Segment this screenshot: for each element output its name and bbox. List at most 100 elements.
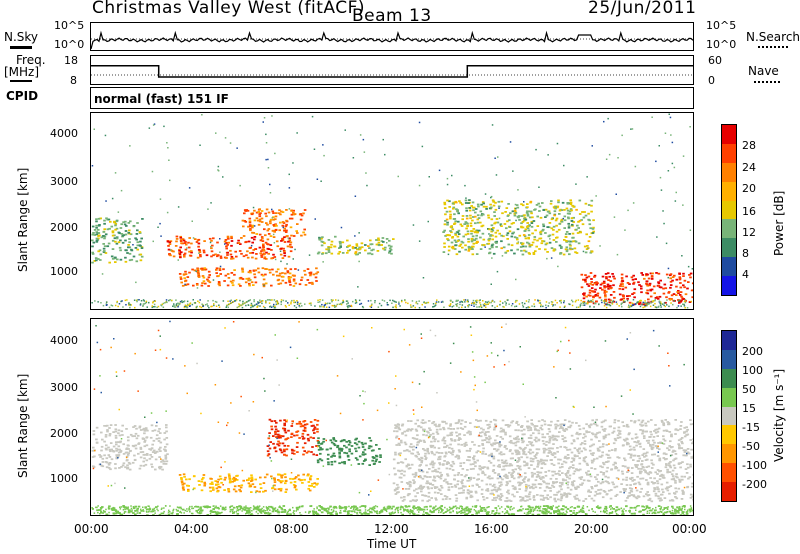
- velocity-colorbar-swatch-0: [722, 331, 736, 350]
- power-colorbar-swatch-2: [722, 162, 736, 182]
- freq-series: [91, 65, 693, 78]
- velocity-colorbar-label: Velocity [m s⁻¹]: [772, 368, 786, 462]
- power-echo-region-noise: [91, 113, 694, 289]
- freq-unit-label: [MHz]: [4, 65, 40, 79]
- velocity-echo-region-1: [266, 418, 320, 457]
- date-label: 25/Jun/2011: [588, 0, 697, 18]
- xaxis-label: Time UT: [367, 537, 417, 551]
- velocity-colorbar-swatch-1: [722, 349, 736, 369]
- power-colorbar-swatch-7: [722, 257, 736, 277]
- power-colorbar-swatch-1: [722, 143, 736, 163]
- power-ytick-1000: 1000: [50, 265, 78, 278]
- velocity-ytick-2000: 2000: [50, 427, 78, 440]
- nsky-series: [90, 30, 694, 50]
- power-colorbar-label: Power [dB]: [772, 190, 786, 256]
- xtick-0000-start: 00:00: [74, 522, 109, 536]
- cpid-panel: normal (fast) 151 IF: [90, 87, 694, 109]
- power-ytick-3000: 3000: [50, 175, 78, 188]
- cpid-text: normal (fast) 151 IF: [94, 92, 229, 106]
- power-colorbar-swatch-5: [722, 219, 736, 239]
- velocity-echo-region-5: [392, 418, 696, 503]
- freq-label: Freq.: [16, 53, 46, 67]
- nsky-legend-line: [10, 46, 32, 49]
- nsearch-legend-line: [758, 46, 788, 48]
- velocity-ytick-3000: 3000: [50, 381, 78, 394]
- power-cbar-tick-16: 16: [742, 205, 756, 218]
- xtick-0800: 08:00: [274, 522, 309, 536]
- velocity-colorbar-swatch-8: [722, 482, 736, 502]
- power-cbar-tick-28: 28: [742, 139, 756, 152]
- power-ylabel: Slant Range [km]: [16, 167, 30, 272]
- noise-panel: [90, 22, 694, 51]
- nsky-label: N.Sky: [4, 30, 39, 44]
- velocity-colorbar-swatch-3: [722, 387, 736, 407]
- xtick-0400: 04:00: [174, 522, 209, 536]
- power-ytick-4000: 4000: [50, 127, 78, 140]
- velocity-echo-region-2: [316, 437, 382, 466]
- freq-plot: [91, 65, 693, 78]
- vel-cbar-tick-m200: -200: [742, 478, 767, 491]
- freq-tick-bottom: 8: [70, 74, 77, 87]
- vel-cbar-tick-100: 100: [742, 364, 763, 377]
- freq-legend-line: [10, 80, 32, 82]
- power-colorbar-swatch-0: [722, 125, 736, 144]
- power-heatmap: [91, 113, 696, 309]
- vel-cbar-tick-15: 15: [742, 402, 756, 415]
- power-echo-region-4: [316, 235, 395, 256]
- vel-cbar-tick-m50: -50: [742, 440, 760, 453]
- xtick-1200: 12:00: [374, 522, 409, 536]
- noise-left-tick-top: 10^5: [54, 19, 85, 32]
- power-cbar-tick-20: 20: [742, 182, 756, 195]
- vel-cbar-tick-200: 200: [742, 345, 763, 358]
- beam-label: Beam 13: [352, 6, 432, 26]
- velocity-colorbar-swatch-6: [722, 444, 736, 464]
- power-cbar-tick-8: 8: [742, 247, 749, 260]
- velocity-colorbar: [721, 330, 737, 502]
- power-echo-region-5: [442, 199, 595, 256]
- power-ytick-2000: 2000: [50, 221, 78, 234]
- nave-label: Nave: [748, 64, 779, 78]
- velocity-heatmap: [91, 320, 696, 517]
- nsearch-label: N.Search: [746, 30, 800, 44]
- power-panel: [90, 112, 696, 310]
- freq-tick-top: 18: [64, 54, 78, 67]
- power-colorbar-swatch-8: [722, 276, 736, 296]
- freq-panel: [90, 55, 694, 85]
- velocity-panel: [90, 318, 696, 517]
- noise-left-tick-bottom: 10^0: [54, 38, 85, 51]
- power-echo-region-1: [166, 235, 293, 260]
- velocity-ylabel: Slant Range [km]: [16, 373, 30, 478]
- power-colorbar: [721, 124, 737, 296]
- xtick-0000-end: 00:00: [672, 522, 707, 536]
- station-title: Christmas Valley West (fitACF): [92, 0, 366, 18]
- velocity-echo-region-0: [91, 424, 169, 471]
- power-cbar-tick-4: 4: [742, 268, 749, 281]
- velocity-colorbar-swatch-5: [722, 425, 736, 445]
- xtick-1600: 16:00: [474, 522, 509, 536]
- power-echo-region-ground-band: [91, 299, 692, 309]
- power-echo-region-2: [241, 208, 307, 237]
- noise-plot: [90, 30, 694, 50]
- power-cbar-tick-24: 24: [742, 161, 756, 174]
- power-colorbar-swatch-4: [722, 200, 736, 220]
- velocity-ytick-1000: 1000: [50, 472, 78, 485]
- velocity-colorbar-swatch-4: [722, 406, 736, 426]
- velocity-echo-region-3: [178, 473, 319, 493]
- velocity-echo-region-noise: [92, 320, 688, 497]
- power-colorbar-swatch-3: [722, 181, 736, 201]
- noise-right-tick-top: 10^5: [706, 19, 737, 32]
- xtick-2000: 20:00: [574, 522, 609, 536]
- nave-tick-top: 60: [708, 54, 722, 67]
- velocity-ytick-4000: 4000: [50, 334, 78, 347]
- velocity-colorbar-swatch-7: [722, 463, 736, 483]
- vel-cbar-tick-m100: -100: [742, 459, 767, 472]
- noise-right-tick-bottom: 10^0: [706, 38, 737, 51]
- power-cbar-tick-12: 12: [742, 226, 756, 239]
- power-echo-region-6: [580, 272, 696, 306]
- velocity-colorbar-swatch-2: [722, 368, 736, 388]
- nave-legend-line: [754, 81, 780, 83]
- vel-cbar-tick-50: 50: [742, 383, 756, 396]
- power-echo-region-0: [91, 217, 144, 264]
- nave-tick-bottom: 0: [708, 74, 715, 87]
- velocity-echo-region-ground-band: [91, 505, 695, 515]
